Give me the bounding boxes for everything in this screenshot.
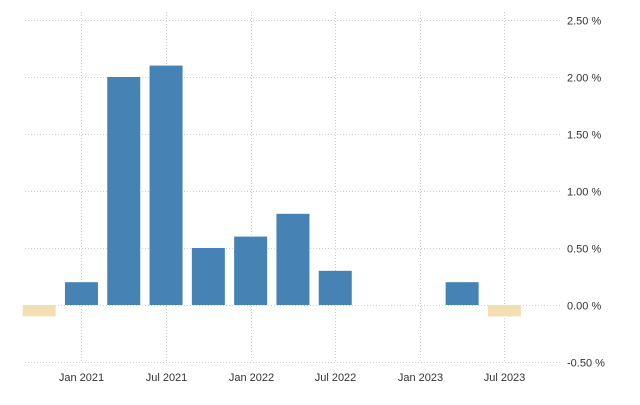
x-tick-label: Jul 2023	[484, 372, 526, 384]
bar-q2-2023[interactable]	[445, 282, 479, 305]
bar-q2-2022[interactable]	[276, 213, 310, 305]
x-tick-label: Jan 2021	[59, 372, 104, 384]
bar-q1-2021[interactable]	[64, 282, 98, 305]
bar-q4-2021[interactable]	[191, 248, 225, 305]
bar-q2-2021[interactable]	[107, 77, 141, 305]
bar-q3-2023[interactable]	[487, 305, 521, 317]
x-tick-label: Jul 2021	[146, 372, 188, 384]
y-tick-label: 1.00 %	[567, 187, 601, 199]
bar-q3-2022[interactable]	[318, 270, 352, 305]
bar-q3-2021[interactable]	[149, 65, 183, 305]
y-tick-label: 2.00 %	[567, 73, 601, 85]
x-tick-label: Jan 2022	[229, 372, 274, 384]
x-tick-label: Jan 2023	[398, 372, 443, 384]
y-tick-label: -0.50 %	[567, 358, 605, 370]
y-axis-ticks: -0.50 % 0.00 % 0.50 % 1.00 % 1.50 % 2.00 % 2.5…	[567, 16, 605, 370]
y-tick-label: 2.50 %	[567, 16, 601, 28]
grid-lines	[25, 12, 560, 363]
x-axis-ticks: Jan 2021 Jul 2021 Jan 2022 Jul 2022 Jan 2023…	[59, 372, 525, 384]
bar-q1-2022[interactable]	[234, 236, 268, 305]
y-tick-label: 1.50 %	[567, 130, 601, 142]
y-tick-label: 0.50 %	[567, 244, 601, 256]
y-tick-label: 0.00 %	[567, 301, 601, 313]
x-tick-label: Jul 2022	[315, 372, 357, 384]
bars	[22, 65, 521, 317]
bar-q4-2020[interactable]	[22, 305, 56, 317]
